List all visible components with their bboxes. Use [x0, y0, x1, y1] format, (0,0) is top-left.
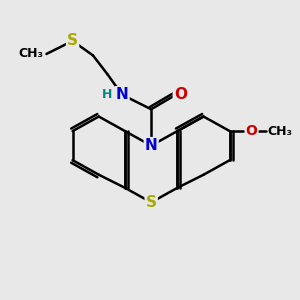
Text: O: O — [174, 87, 187, 102]
Text: N: N — [145, 138, 158, 153]
Text: CH₃: CH₃ — [268, 124, 292, 138]
Text: S: S — [67, 33, 78, 48]
Text: O: O — [246, 124, 257, 138]
Text: H: H — [102, 88, 113, 101]
Text: N: N — [116, 87, 128, 102]
Text: CH₃: CH₃ — [19, 47, 44, 61]
Text: S: S — [146, 195, 157, 210]
